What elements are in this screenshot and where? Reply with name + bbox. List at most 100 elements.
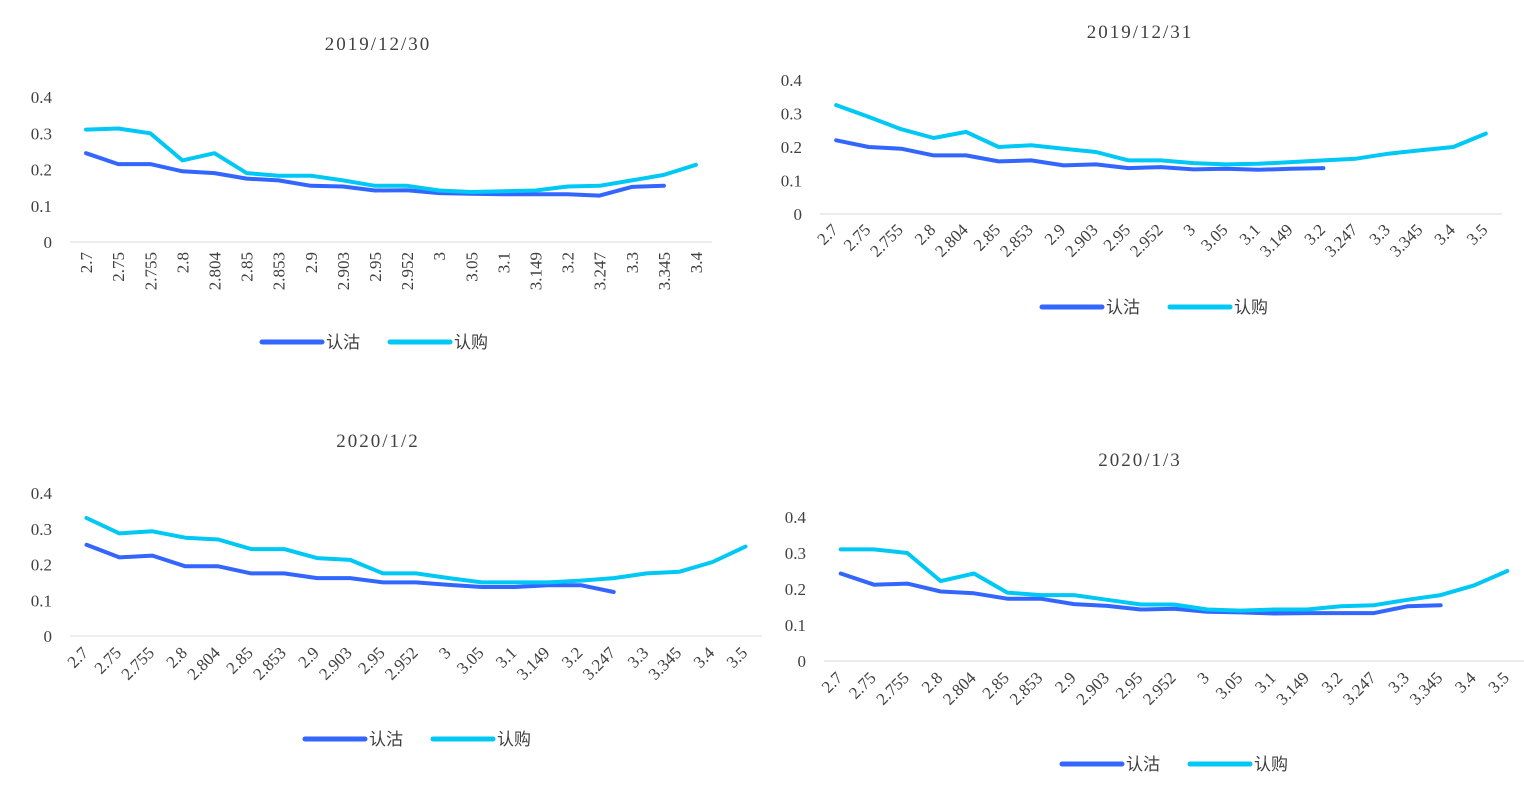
data-point: [1354, 157, 1358, 161]
y-tick-label: 0.4: [781, 71, 803, 90]
data-point: [84, 128, 88, 132]
chart-panel-1: 2019/12/30 0 0.1 0.2 0.3 0.4 2.7 2.75 2.755 2.8 2.…: [0, 0, 762, 393]
data-point: [579, 579, 583, 583]
x-tick-label: 3.345: [1406, 668, 1446, 708]
data-point: [84, 543, 88, 547]
data-point: [1289, 167, 1293, 171]
data-point: [1105, 598, 1109, 602]
x-tick-label: 2.7: [77, 252, 96, 274]
x-tick-label: 3: [435, 643, 454, 662]
chart-svg-3: 2020/1/200.10.20.30.42.72.752.755 2.82.80…: [31, 431, 762, 750]
x-tick-label: 3.4: [690, 643, 719, 672]
data-point: [437, 189, 441, 193]
x-tick-label: 2.804: [183, 643, 224, 684]
data-point: [1029, 158, 1033, 162]
x-tick-label: 2.804: [931, 220, 972, 261]
data-point: [315, 576, 319, 580]
x-tick-label: 2.7: [813, 220, 842, 249]
data-point: [1256, 168, 1260, 172]
chart-svg-1: 2019/12/30 0 0.1 0.2 0.3 0.4 2.7 2.75 2.755 2.8 2.…: [31, 34, 712, 353]
chart-panel-2: 2019/12/31 0 0.1 0.2 0.3 0.4 2.7 2.75 2.755 2.8 2.…: [762, 0, 1524, 393]
data-point: [501, 192, 505, 196]
data-point: [84, 151, 88, 155]
x-tick-label: 3.2: [559, 252, 578, 273]
data-point: [744, 545, 748, 549]
data-point: [1272, 608, 1276, 612]
data-point: [1127, 158, 1131, 162]
data-point: [1127, 166, 1131, 170]
data-point: [212, 151, 216, 155]
data-point: [939, 579, 943, 583]
data-point: [612, 590, 616, 594]
x-tick-label: 2.903: [1061, 220, 1101, 260]
data-point: [1191, 161, 1195, 165]
y-tick-label: 0.1: [785, 616, 806, 635]
data-point: [533, 192, 537, 196]
x-tick-label: 3.4: [1451, 668, 1480, 697]
data-point: [1224, 162, 1228, 166]
x-tick-label: 2.755: [141, 252, 160, 290]
series-line-put: [84, 542, 616, 594]
data-point: [867, 115, 871, 119]
x-tick-label: 3.3: [623, 252, 642, 273]
x-tick-label: 2.804: [205, 252, 224, 291]
x-tick-label: 3.345: [645, 643, 685, 683]
data-point: [150, 529, 154, 533]
data-point: [1072, 593, 1076, 597]
data-point: [183, 564, 187, 568]
data-point: [447, 583, 451, 587]
y-tick-label: 0.4: [31, 88, 53, 107]
x-tick-label: 2.853: [270, 252, 289, 290]
data-point: [1094, 150, 1098, 154]
legend-label: 认沽: [369, 730, 403, 750]
data-point: [405, 188, 409, 192]
data-point: [480, 585, 484, 589]
data-point: [216, 564, 220, 568]
data-point: [1159, 165, 1163, 169]
data-point: [117, 555, 121, 559]
data-point: [872, 547, 876, 551]
data-point: [1289, 160, 1293, 164]
x-tick-label: 3.247: [591, 252, 610, 291]
data-point: [964, 153, 968, 157]
data-point: [546, 583, 550, 587]
legend-label: 认沽: [1106, 298, 1140, 318]
data-point: [1205, 608, 1209, 612]
data-point: [1239, 609, 1243, 613]
legend-label: 认购: [1254, 755, 1288, 775]
chart-title: 2020/1/2: [336, 431, 420, 452]
data-point: [711, 560, 715, 564]
x-tick-label: 3.149: [1256, 220, 1296, 260]
data-point: [180, 169, 184, 173]
y-tick-label: 0: [44, 627, 53, 646]
data-point: [414, 580, 418, 584]
x-tick-label: 3.149: [526, 252, 545, 290]
chart-title: 2019/12/31: [1087, 22, 1194, 43]
series-line-put: [834, 138, 1326, 172]
data-point: [566, 192, 570, 196]
data-point: [662, 184, 666, 188]
x-tick-label: 2.804: [939, 668, 980, 709]
data-point: [834, 103, 838, 107]
x-tick-label: 2.853: [1006, 668, 1046, 708]
data-point: [309, 174, 313, 178]
x-tick-label: 3: [430, 252, 449, 261]
y-tick-label: 0: [794, 205, 803, 224]
data-point: [414, 571, 418, 575]
data-point: [277, 174, 281, 178]
data-point: [245, 177, 249, 181]
data-point: [1005, 597, 1009, 601]
chart-panel-3: 2020/1/2 0 0.1 0.2 0.3 0.4 2.7 2.75 2.755 2.8 2.80…: [0, 393, 762, 786]
x-tick-label: 3.4: [1430, 220, 1459, 249]
y-tick-label: 0.1: [781, 172, 802, 191]
data-point: [630, 178, 634, 182]
data-point: [1272, 611, 1276, 615]
data-point: [932, 153, 936, 157]
data-point: [148, 131, 152, 135]
x-tick-label: 2.7: [64, 643, 93, 672]
data-point: [1405, 604, 1409, 608]
legend-label: 认购: [497, 730, 531, 750]
x-tick-label: 2.853: [996, 220, 1036, 260]
y-tick-label: 0.3: [31, 520, 52, 539]
